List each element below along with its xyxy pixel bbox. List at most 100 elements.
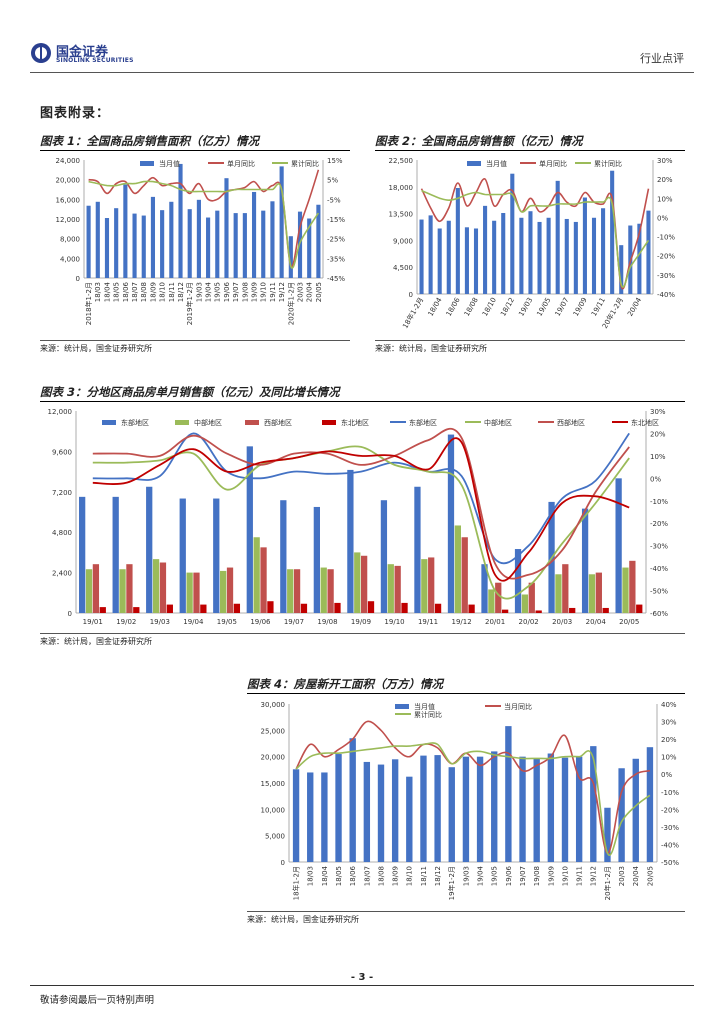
chart4-title: 图表 4：房屋新开工面积（万方）情况 xyxy=(247,676,685,694)
bar-东北地区 xyxy=(200,604,207,613)
bar xyxy=(561,757,569,862)
x-tick-label: 18/09 xyxy=(149,282,157,302)
bar xyxy=(169,201,174,278)
x-tick-label: 20/05 xyxy=(315,282,323,302)
x-tick-label: 19/06 xyxy=(250,618,271,626)
x-tick-label: 18/04 xyxy=(427,296,444,318)
bar xyxy=(377,764,385,862)
x-tick-label: 2019年1-2月 xyxy=(185,282,194,325)
chart1-source: 来源：统计局，国金证券研究所 xyxy=(40,340,350,354)
legend-swatch xyxy=(245,420,259,425)
x-tick-label: 19/05 xyxy=(491,866,499,886)
bar xyxy=(420,755,427,862)
x-tick-label: 18/03 xyxy=(307,866,315,886)
bar-东北地区 xyxy=(367,601,375,613)
x-tick-label: 18/07 xyxy=(131,282,139,302)
bar-西部地区 xyxy=(260,547,267,613)
y-left-tick-label: 0 xyxy=(409,291,413,299)
x-tick-label: 18/06 xyxy=(122,281,130,302)
bar-中部地区 xyxy=(320,567,327,613)
bar-东北地区 xyxy=(166,604,173,613)
y-left-tick-label: 15,000 xyxy=(261,780,286,788)
y-left-tick-label: 24,000 xyxy=(56,157,81,165)
bar xyxy=(123,184,128,278)
x-tick-label: 18/03 xyxy=(94,282,102,302)
bar xyxy=(519,217,524,294)
legend-label: 当月同比 xyxy=(504,702,532,711)
x-tick-label: 19/08 xyxy=(317,618,337,626)
legend-label: 西部地区 xyxy=(264,418,292,427)
y-left-tick-label: 20,000 xyxy=(261,754,286,762)
bar-西部地区 xyxy=(193,572,200,613)
bar-东北地区 xyxy=(501,609,509,613)
y-left-tick-label: 10,000 xyxy=(261,806,286,814)
bar xyxy=(582,197,587,294)
bar-中部地区 xyxy=(454,525,461,613)
x-tick-label: 19/11 xyxy=(590,296,607,317)
y-right-tick-label: -20% xyxy=(661,806,679,814)
bar-东北地区 xyxy=(233,603,241,613)
y-right-tick-label: -5% xyxy=(327,196,341,204)
bar-东北地区 xyxy=(267,601,274,613)
x-tick-label: 18/12 xyxy=(434,866,442,886)
bar-东部地区 xyxy=(514,549,522,613)
x-tick-label: 19/02 xyxy=(116,618,136,626)
bar-西部地区 xyxy=(528,582,535,613)
legend-swatch xyxy=(467,161,481,166)
bar-西部地区 xyxy=(126,564,133,613)
bar xyxy=(363,761,371,862)
y-right-tick-label: -60% xyxy=(650,610,668,618)
bar-东北地区 xyxy=(434,603,442,613)
y-right-tick-label: -10% xyxy=(661,789,679,797)
line-东北地区 xyxy=(92,437,630,582)
bar xyxy=(464,227,469,294)
legend-label: 中部地区 xyxy=(194,418,222,427)
y-right-tick-label: 0% xyxy=(661,771,672,779)
legend-label: 东部地区 xyxy=(409,418,437,427)
chart2-sales-value: 0 4,500 9,000 13,500 18,000 22,500 -40% -30% -20… xyxy=(389,157,676,330)
x-tick-label: 19/10 xyxy=(384,618,404,626)
bar-东北地区 xyxy=(334,602,341,613)
chart1-sales-area: 0 4,000 8,000 12,000 16,000 20,000 24,000 -45% -… xyxy=(56,157,346,325)
bar xyxy=(335,754,342,862)
bar xyxy=(233,213,238,278)
bar xyxy=(215,210,220,278)
bar-西部地区 xyxy=(159,562,167,613)
bar xyxy=(206,217,211,278)
appendix-title: 图表附录： xyxy=(40,106,111,121)
y-right-tick-label: -20% xyxy=(650,520,668,528)
x-tick-label: 20/04 xyxy=(586,618,607,626)
y-right-tick-label: 0% xyxy=(650,475,661,483)
x-tick-label: 2020年1-2月 xyxy=(286,282,295,325)
bar xyxy=(619,245,624,294)
legend-label: 单月同比 xyxy=(227,159,255,168)
y-right-tick-label: 30% xyxy=(661,719,677,727)
x-tick-label: 20/03 xyxy=(552,618,572,626)
y-right-tick-label: -25% xyxy=(327,236,345,244)
bar-东部地区 xyxy=(79,496,86,613)
bar-东北地区 xyxy=(468,604,475,613)
bar-西部地区 xyxy=(629,560,636,613)
y-left-tick-label: 16,000 xyxy=(56,196,81,204)
bar-东部地区 xyxy=(213,498,220,613)
bar-东部地区 xyxy=(414,486,421,613)
bar xyxy=(406,776,413,862)
x-tick-label: 18/11 xyxy=(168,282,176,302)
chart3-title: 图表 3：分地区商品房单月销售额（亿元）及同比增长情况 xyxy=(40,384,685,402)
bar-中部地区 xyxy=(220,570,227,613)
bar xyxy=(462,756,470,862)
line-cumulative xyxy=(88,180,320,269)
x-tick-label: 20/02 xyxy=(519,618,539,626)
bar xyxy=(349,738,356,862)
bar xyxy=(307,772,314,862)
legend-label: 当月值 xyxy=(486,159,507,168)
x-tick-label: 19/05 xyxy=(217,618,237,626)
bar xyxy=(637,223,642,294)
x-tick-label: 19/03 xyxy=(195,282,203,302)
bar-东部地区 xyxy=(313,506,320,613)
y-left-tick-label: 12,000 xyxy=(48,408,73,416)
x-tick-label: 20/04 xyxy=(626,296,643,318)
legend-swatch xyxy=(395,704,409,709)
x-tick-label: 19/04 xyxy=(477,865,485,886)
legend-label: 西部地区 xyxy=(557,418,585,427)
